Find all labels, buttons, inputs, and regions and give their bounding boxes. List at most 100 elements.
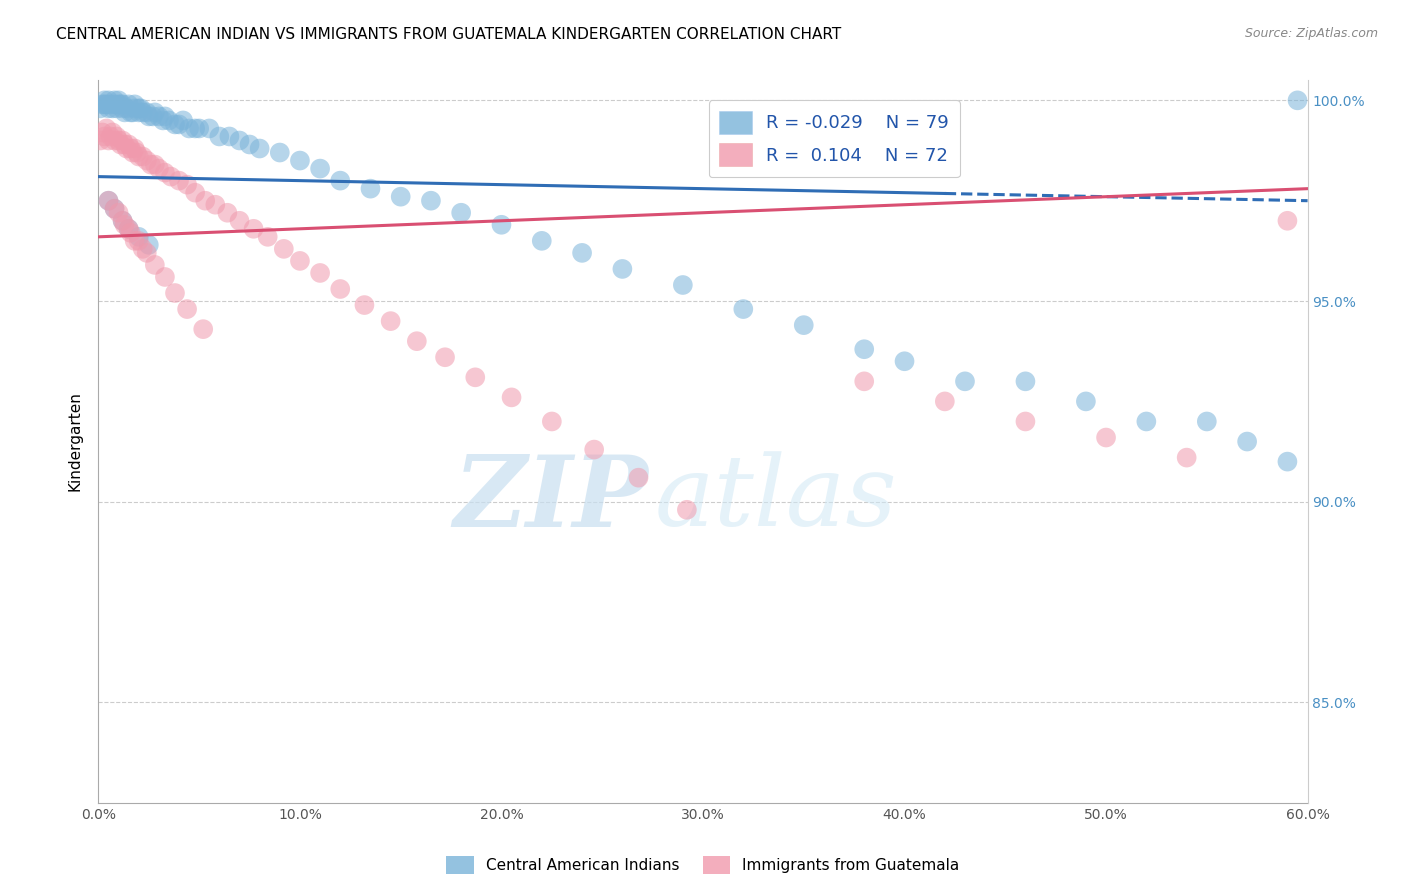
Point [160, 169, 183, 184]
Point [1014, 414, 1036, 428]
Point [107, 133, 129, 147]
Point [853, 374, 876, 388]
Text: ZIP: ZIP [454, 451, 648, 548]
Point [124, 101, 146, 115]
Point [309, 266, 332, 280]
Point [389, 190, 412, 204]
Point [853, 343, 876, 357]
Point [91, 125, 114, 139]
Point [138, 109, 160, 123]
Point [672, 278, 695, 293]
Point [148, 109, 170, 123]
Point [124, 97, 146, 112]
Point [107, 97, 129, 112]
Point [97, 194, 120, 208]
Point [138, 238, 160, 252]
Point [143, 158, 166, 172]
Point [142, 109, 165, 123]
Point [128, 149, 150, 163]
Point [124, 142, 146, 156]
Point [135, 105, 157, 120]
Point [128, 234, 150, 248]
Point [329, 282, 352, 296]
Point [135, 153, 157, 168]
Point [111, 213, 134, 227]
Point [97, 101, 120, 115]
Point [115, 142, 138, 156]
Point [450, 206, 472, 220]
Point [105, 129, 128, 144]
Point [1236, 434, 1258, 449]
Point [172, 113, 194, 128]
Point [571, 246, 593, 260]
Point [733, 301, 755, 317]
Point [380, 314, 402, 328]
Point [118, 222, 141, 236]
Point [118, 97, 141, 112]
Legend: R = -0.029    N = 79, R =  0.104    N = 72: R = -0.029 N = 79, R = 0.104 N = 72 [709, 100, 960, 178]
Point [1277, 213, 1299, 227]
Point [217, 206, 239, 220]
Point [111, 213, 134, 227]
Point [100, 129, 122, 144]
Point [193, 322, 215, 336]
Point [96, 121, 118, 136]
Point [115, 101, 138, 115]
Point [103, 93, 125, 107]
Point [353, 298, 375, 312]
Point [101, 101, 124, 115]
Point [97, 194, 120, 208]
Point [208, 129, 231, 144]
Point [1286, 93, 1309, 107]
Text: atlas: atlas [655, 451, 897, 547]
Point [1014, 374, 1036, 388]
Point [893, 354, 915, 368]
Point [110, 137, 132, 152]
Point [118, 222, 141, 236]
Point [204, 197, 226, 211]
Point [1175, 450, 1198, 465]
Point [143, 105, 166, 120]
Point [114, 105, 136, 120]
Point [176, 301, 198, 317]
Point [121, 105, 143, 120]
Point [125, 145, 148, 160]
Point [934, 394, 956, 409]
Point [242, 222, 264, 236]
Point [1195, 414, 1218, 428]
Point [152, 113, 174, 128]
Point [184, 186, 207, 200]
Point [103, 202, 125, 216]
Point [103, 133, 125, 147]
Point [163, 286, 186, 301]
Point [188, 121, 211, 136]
Point [89, 101, 111, 115]
Point [198, 121, 221, 136]
Point [120, 142, 142, 156]
Point [405, 334, 427, 349]
Point [128, 105, 150, 120]
Point [111, 101, 134, 115]
Point [612, 262, 634, 277]
Point [93, 129, 115, 144]
Point [110, 97, 132, 112]
Point [167, 117, 190, 131]
Point [97, 93, 120, 107]
Point [464, 370, 486, 384]
Point [91, 97, 114, 112]
Point [129, 101, 152, 115]
Point [111, 97, 134, 112]
Point [128, 101, 150, 115]
Point [184, 121, 207, 136]
Point [269, 145, 291, 160]
Point [103, 97, 125, 112]
Legend: Central American Indians, Immigrants from Guatemala: Central American Indians, Immigrants fro… [440, 850, 966, 880]
Point [120, 226, 142, 240]
Point [132, 149, 155, 163]
Point [329, 174, 352, 188]
Point [93, 93, 115, 107]
Point [491, 218, 513, 232]
Point [124, 234, 146, 248]
Point [163, 117, 186, 131]
Point [135, 246, 157, 260]
